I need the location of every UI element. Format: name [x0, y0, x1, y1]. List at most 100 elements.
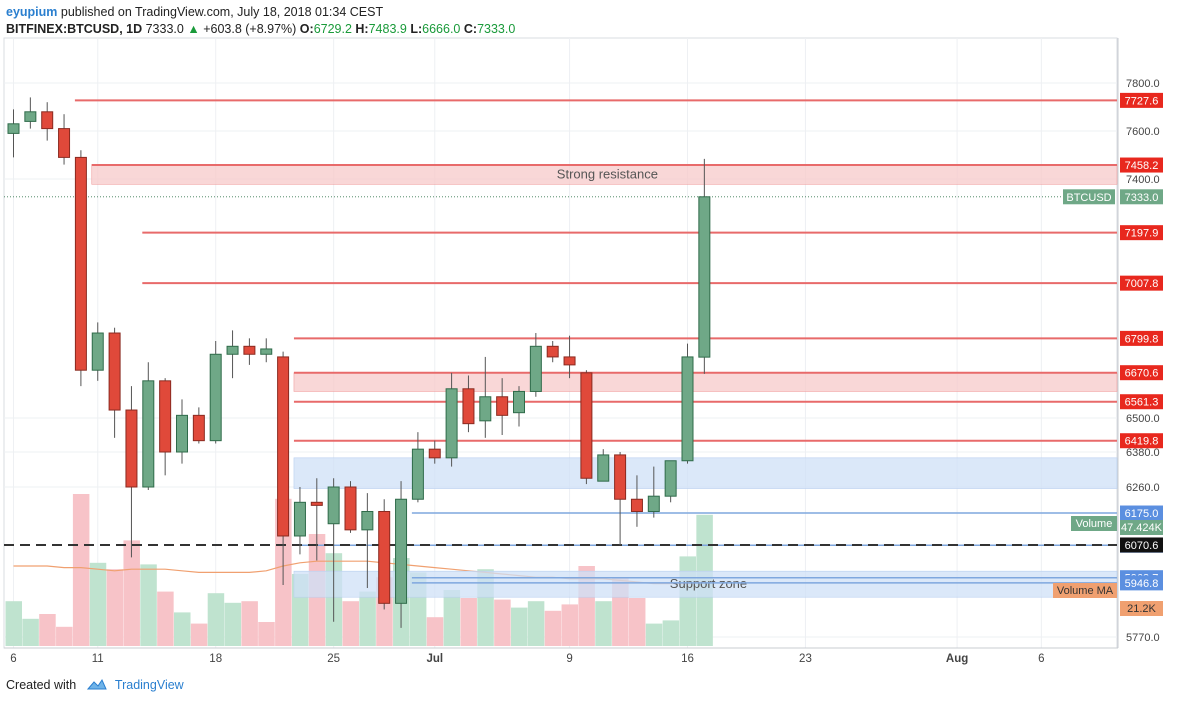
- candle[interactable]: [344, 486, 357, 531]
- candle[interactable]: [496, 396, 509, 416]
- candle[interactable]: [243, 345, 256, 355]
- volume-bar: [157, 591, 174, 646]
- y-tick-label: 7600.0: [1126, 126, 1160, 138]
- x-tick-label: 16: [681, 653, 694, 665]
- volume-bar: [679, 556, 696, 646]
- resistance-price-badge-text: 6799.8: [1125, 333, 1159, 345]
- candle[interactable]: [310, 501, 323, 506]
- resistance-price-badge-text: 7007.8: [1125, 278, 1159, 290]
- footer: Created with TradingView: [6, 677, 184, 692]
- zone-label: Strong resistance: [557, 166, 658, 181]
- y-tick-label: 7800.0: [1126, 78, 1160, 90]
- resistance-price-badge: [1120, 225, 1163, 241]
- candle[interactable]: [630, 498, 643, 512]
- volume-bar: [224, 602, 242, 646]
- candle[interactable]: [411, 448, 424, 500]
- y-tick-label: 7400.0: [1126, 174, 1160, 186]
- candle[interactable]: [378, 510, 391, 604]
- volume-bar: [123, 540, 140, 646]
- candle[interactable]: [41, 111, 54, 130]
- candle[interactable]: [597, 454, 610, 482]
- candle[interactable]: [647, 495, 660, 512]
- candle[interactable]: [7, 123, 20, 134]
- candle[interactable]: [58, 128, 71, 158]
- volume-bar: [645, 623, 663, 646]
- volume-bar: [106, 569, 124, 646]
- support-price-badge-text: 6175.0: [1125, 508, 1159, 520]
- low-label: L:: [410, 22, 423, 36]
- candle[interactable]: [395, 498, 408, 604]
- x-tick-label: 25: [327, 653, 340, 665]
- candle[interactable]: [159, 380, 172, 453]
- ohlc-legend: BITFINEX:BTCUSD, 1D 7333.0 ▲ +603.8 (+8.…: [6, 22, 515, 36]
- resistance-price-badge-text: 7727.6: [1125, 95, 1159, 107]
- volume-bar: [359, 591, 376, 646]
- volume-bar: [662, 620, 680, 646]
- candle[interactable]: [91, 332, 104, 371]
- candle[interactable]: [192, 414, 205, 442]
- y-tick-label: 6500.0: [1126, 413, 1160, 425]
- candle[interactable]: [428, 448, 441, 459]
- support-zone[interactable]: [293, 457, 1118, 489]
- open-value: 6729.2: [313, 22, 352, 36]
- candle[interactable]: [698, 196, 711, 358]
- resistance-price-badge: [1120, 394, 1163, 410]
- volume-bar: [174, 612, 191, 646]
- candle[interactable]: [277, 356, 290, 537]
- y-tick-label: 5770.0: [1126, 632, 1160, 644]
- resistance-price-badge-text: 6419.8: [1125, 436, 1159, 448]
- plot-area: [3, 37, 1118, 649]
- volume-bar: [22, 618, 39, 646]
- resistance-price-badge: [1120, 330, 1163, 346]
- candle[interactable]: [209, 353, 222, 442]
- support-price-badge: [1120, 505, 1163, 521]
- candle[interactable]: [260, 348, 273, 355]
- candle[interactable]: [108, 332, 121, 411]
- candle[interactable]: [74, 156, 87, 371]
- tradingview-cloud-icon[interactable]: [86, 678, 108, 690]
- dashed-level-badge-text: 6070.6: [1125, 540, 1159, 552]
- resistance-zone[interactable]: [293, 372, 1118, 392]
- support-price-badge-text: 5946.8: [1125, 578, 1159, 590]
- candle[interactable]: [142, 380, 155, 488]
- dashed-level-badge: [1120, 537, 1163, 553]
- candle[interactable]: [226, 345, 239, 355]
- candle[interactable]: [462, 388, 475, 425]
- volume-tag: [1071, 516, 1117, 531]
- candle[interactable]: [546, 345, 559, 358]
- x-tick-label: 23: [799, 653, 812, 665]
- resistance-price-badge: [1120, 157, 1163, 173]
- symbol-label: BITFINEX:BTCUSD, 1D: [6, 22, 143, 36]
- candle[interactable]: [580, 372, 593, 479]
- candle[interactable]: [125, 409, 138, 488]
- volume-bar: [241, 601, 258, 646]
- symbol-tag-text: BTCUSD: [1066, 192, 1111, 204]
- candle[interactable]: [445, 388, 458, 459]
- support-zone[interactable]: [293, 570, 1118, 598]
- candle[interactable]: [513, 390, 525, 414]
- candle[interactable]: [176, 414, 188, 453]
- candle[interactable]: [529, 345, 542, 392]
- tradingview-link[interactable]: TradingView: [114, 678, 184, 692]
- volume-bar: [426, 617, 444, 646]
- up-arrow-icon: ▲: [187, 22, 200, 36]
- candle[interactable]: [479, 396, 492, 422]
- volume-bar: [443, 590, 461, 646]
- candle[interactable]: [293, 501, 306, 537]
- volume-bar: [5, 601, 22, 646]
- candle[interactable]: [361, 510, 374, 531]
- volume-tag-text: Volume: [1076, 518, 1113, 530]
- symbol-tag: [1063, 189, 1115, 205]
- author-name[interactable]: eyupium: [6, 5, 58, 19]
- candle[interactable]: [563, 356, 576, 366]
- price-change: +603.8 (+8.97%): [203, 22, 297, 36]
- candle[interactable]: [24, 111, 37, 122]
- candle[interactable]: [614, 454, 627, 500]
- candle[interactable]: [664, 460, 677, 497]
- candle[interactable]: [681, 356, 694, 462]
- resistance-price-badge-text: 6561.3: [1125, 397, 1159, 409]
- volume-value-badge: [1120, 520, 1163, 535]
- close-label: C:: [463, 22, 478, 36]
- candle[interactable]: [327, 486, 340, 525]
